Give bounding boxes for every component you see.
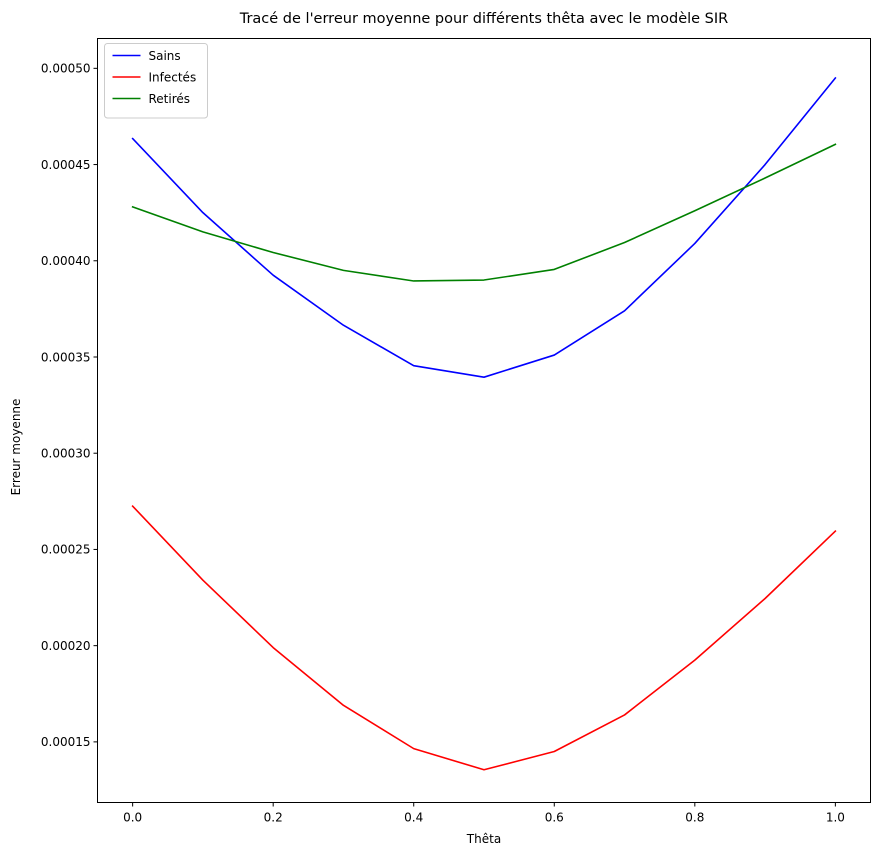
plot-area — [131, 76, 837, 771]
x-tick-label: 0.2 — [264, 811, 283, 825]
legend-entry: Infectés — [149, 70, 197, 84]
legend-entry: Retirés — [149, 92, 191, 106]
legend-box — [104, 43, 208, 119]
y-tick-label: 0.00040 — [41, 254, 91, 268]
y-axis-label: Erreur moyenne — [9, 399, 23, 496]
y-tick-label: 0.00015 — [41, 735, 91, 749]
legend-entry: Sains — [149, 49, 181, 63]
y-tick-label: 0.00030 — [41, 447, 91, 461]
series-line-2 — [131, 143, 837, 282]
series-line-0 — [131, 76, 837, 379]
y-tick-label: 0.00025 — [41, 543, 91, 557]
y-axis: 0.00015 0.00020 0.00025 0.00030 0.00035 0.000… — [41, 62, 98, 749]
y-tick-label: 0.00020 — [41, 639, 91, 653]
x-tick-label: 0.0 — [123, 811, 142, 825]
y-tick-label: 0.00050 — [41, 62, 91, 76]
y-tick-label: 0.00045 — [41, 158, 91, 172]
y-tick-label: 0.00035 — [41, 350, 91, 364]
x-tick-label: 0.4 — [404, 811, 423, 825]
legend: Sains Infectés Retirés — [104, 43, 208, 119]
x-axis: 0.0 0.2 0.4 0.6 0.8 1.0 — [123, 802, 845, 825]
x-tick-label: 0.8 — [685, 811, 704, 825]
series-line-1 — [131, 505, 837, 771]
plot-frame — [97, 38, 871, 803]
x-tick-label: 0.6 — [545, 811, 564, 825]
chart-title: Tracé de l'erreur moyenne pour différent… — [239, 11, 729, 27]
x-axis-label: Thêta — [466, 832, 501, 846]
x-tick-label: 1.0 — [826, 811, 845, 825]
